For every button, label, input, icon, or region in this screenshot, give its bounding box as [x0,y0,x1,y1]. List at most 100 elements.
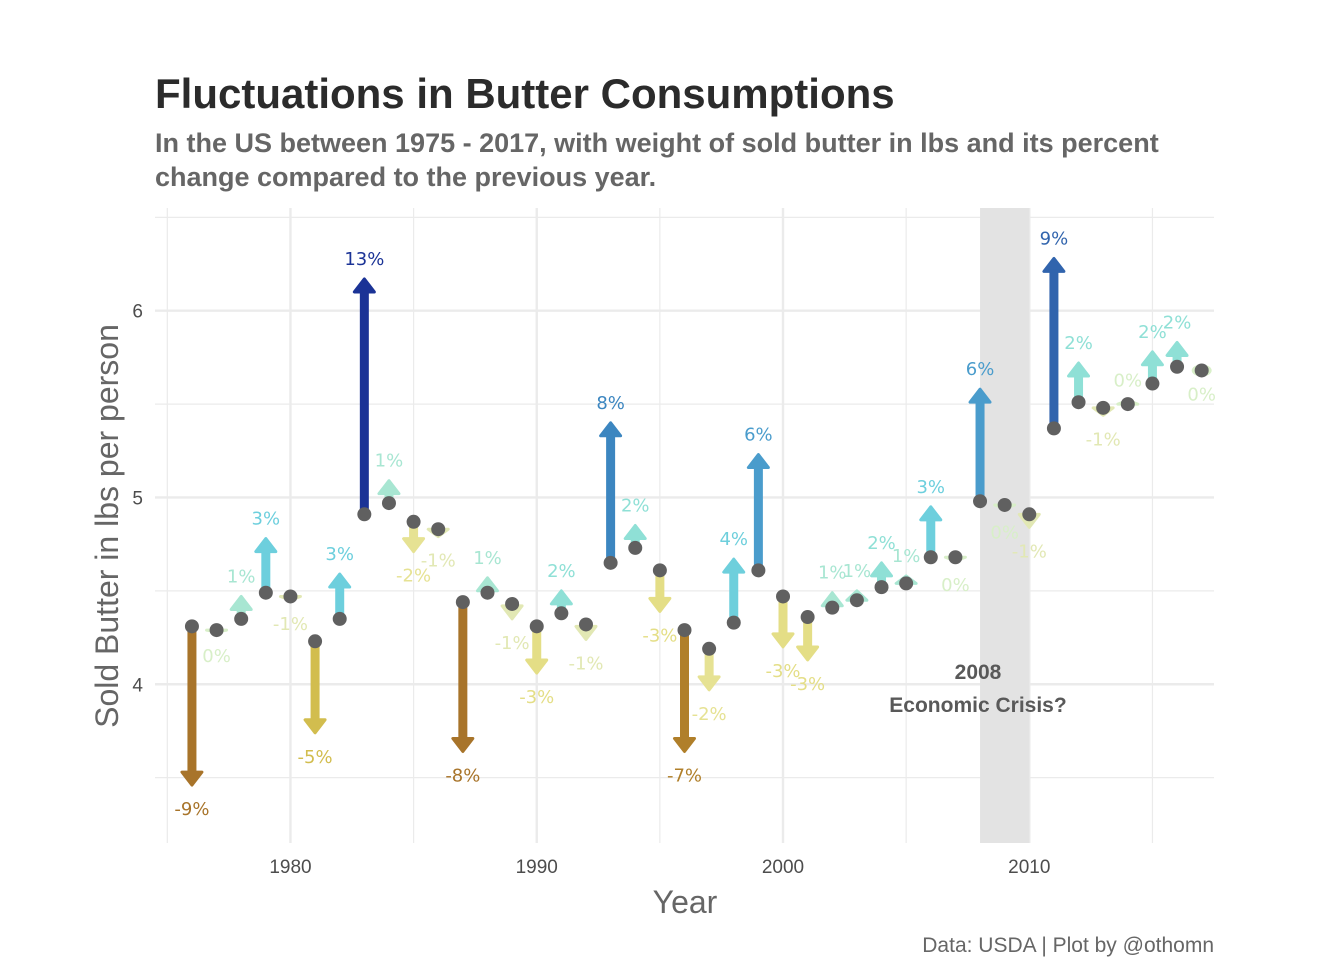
data-point [702,641,717,656]
y-tick-label: 6 [132,302,143,323]
change-arrow-head [254,537,278,554]
chart-caption: Data: USDA | Plot by @othomn [922,934,1214,957]
data-point [480,585,495,600]
change-arrow-head [919,505,943,522]
data-point [849,593,864,608]
annotation-year: 2008 [955,661,1002,684]
change-arrow-head [648,596,672,613]
percent-label: -7% [667,765,702,786]
data-point [308,634,323,649]
change-arrow-head [549,589,573,606]
percent-label: 2% [621,496,650,517]
change-arrow-head [1140,350,1164,367]
data-point [1071,395,1086,410]
data-point [874,580,889,595]
data-point [332,611,347,626]
x-tick-label: 1990 [516,857,558,878]
change-arrow-head [1165,340,1189,357]
percent-label: 1% [227,566,256,587]
x-tick-label: 1980 [269,857,311,878]
percent-label: 1% [818,563,847,584]
percent-label: 2% [1138,322,1167,343]
data-point [677,623,692,638]
data-point [1120,397,1135,412]
percent-label: -2% [692,704,727,725]
data-point [1096,400,1111,415]
data-point [825,600,840,615]
change-arrow-head [377,479,401,496]
data-point [1046,421,1061,436]
percent-label: 0% [990,523,1019,544]
percent-label: 1% [892,546,921,567]
change-arrow-head [746,453,770,470]
change-arrow-head [525,658,549,675]
change-arrow-head [1042,256,1066,273]
percent-label: 6% [966,359,995,380]
data-point [258,585,273,600]
data-point [578,617,593,632]
change-arrow-head [796,645,820,662]
chart-subtitle-line2: change compared to the previous year. [155,162,656,192]
percent-label: -1% [421,551,456,572]
change-arrow-head [328,572,352,589]
percent-label: -1% [1012,541,1047,562]
y-tick-label: 5 [132,488,143,509]
percent-label: 8% [596,393,625,414]
data-point [800,610,815,625]
change-arrow-head [968,387,992,404]
annotation-text: Economic Crisis? [889,694,1066,717]
percent-label: -3% [642,625,677,646]
data-point [899,576,914,591]
data-point [1194,363,1209,378]
data-point [726,615,741,630]
percent-label: 13% [344,249,384,270]
axis-layer: 4 5 6 1980 1990 2000 2010 [132,302,1050,878]
percent-label: 9% [1040,228,1069,249]
percent-label: -5% [298,747,333,768]
percent-label: 1% [473,548,502,569]
data-point [283,589,298,604]
change-arrow-head [771,632,795,649]
percent-label: -1% [273,614,308,635]
shade-layer [980,208,1030,843]
data-point [776,589,791,604]
change-arrow-head [180,770,204,787]
percent-label: 3% [325,544,354,565]
data-point [652,563,667,578]
percent-label: 1% [843,561,872,582]
percent-label: -1% [568,653,603,674]
x-tick-label: 2000 [762,857,804,878]
percent-label: -8% [445,765,480,786]
percent-label: 2% [1064,333,1093,354]
percent-label: 2% [547,561,576,582]
data-point [603,555,618,570]
percent-label: 0% [941,575,970,596]
chart-subtitle-line1: In the US between 1975 - 2017, with weig… [155,128,1159,158]
change-arrow-head [402,537,426,554]
percent-label: -3% [790,674,825,695]
percent-label: 1% [375,451,404,472]
change-arrow-head [623,524,647,540]
percent-label: 0% [202,646,231,667]
data-point [406,514,421,529]
data-point [923,550,938,565]
annotation-layer: 2008 Economic Crisis? [889,661,1066,717]
percent-label: 2% [1163,312,1192,333]
change-arrow-head [1067,361,1091,378]
change-arrow-head [599,421,623,438]
data-point [997,497,1012,512]
data-point [505,596,520,611]
y-axis-title: Sold Butter in lbs per person [89,324,125,728]
percent-label: 6% [744,425,773,446]
data-point [381,496,396,511]
data-point [529,619,544,634]
x-tick-label: 2010 [1008,857,1050,878]
percent-label: 2% [867,533,896,554]
change-arrow-head [303,718,327,735]
change-arrow-head [722,557,746,574]
change-arrow-head [352,277,376,294]
data-point [948,550,963,565]
x-axis-title: Year [653,884,718,920]
data-point [431,522,446,537]
